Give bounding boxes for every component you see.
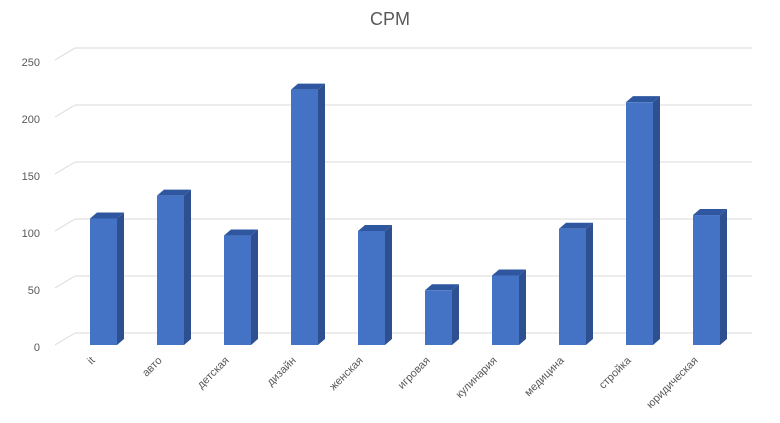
x-tick-label: кулинария: [454, 355, 500, 401]
bar-top: [291, 83, 325, 90]
grid-line-floor: [54, 275, 76, 289]
bar: [157, 195, 184, 345]
x-tick-label: дизайн: [265, 355, 299, 389]
bar-top: [559, 222, 593, 229]
bar-top: [626, 96, 660, 103]
bar-side: [452, 284, 459, 345]
bar: [224, 235, 251, 345]
y-tick-label: 250: [22, 57, 40, 69]
bar-top: [157, 189, 191, 196]
bar-side: [184, 189, 191, 345]
grid-line-floor: [54, 332, 76, 346]
bar-side: [251, 229, 258, 345]
bar: [559, 228, 586, 345]
bar: [693, 215, 720, 345]
x-tick-label: игровая: [396, 355, 433, 392]
bar-side: [117, 212, 124, 345]
bar: [626, 102, 653, 346]
grid-line-floor: [54, 47, 76, 61]
bar-top: [90, 212, 124, 219]
bar-top: [492, 269, 526, 276]
bar-top: [425, 284, 459, 291]
bar-side: [653, 96, 660, 346]
bar-side: [720, 209, 727, 345]
grid-line-floor: [54, 104, 76, 118]
bar-top: [358, 225, 392, 231]
bar-top: [224, 229, 258, 236]
chart-title: CPM: [370, 9, 410, 29]
grid-line-floor: [54, 161, 76, 175]
bar-side: [519, 269, 526, 345]
bar: [291, 89, 318, 345]
x-tick-label: юридическая: [644, 355, 700, 411]
bar-side: [385, 225, 392, 345]
bar: [492, 275, 519, 345]
bar: [425, 290, 452, 345]
bar-side: [586, 222, 593, 345]
x-tick-label: детская: [195, 355, 232, 392]
x-tick-label: авто: [140, 355, 165, 380]
bar-side: [318, 83, 325, 345]
y-tick-label: 100: [22, 228, 40, 240]
y-tick-label: 50: [28, 285, 40, 297]
x-tick-label: женская: [327, 355, 365, 393]
bar: [90, 218, 117, 345]
y-tick-label: 0: [34, 342, 40, 354]
y-tick-label: 150: [22, 171, 40, 183]
x-tick-label: стройка: [597, 354, 634, 391]
bar-top: [693, 209, 727, 216]
y-tick-label: 200: [22, 114, 40, 126]
x-tick-label: it: [85, 355, 97, 367]
bar: [358, 231, 385, 345]
x-tick-label: медицина: [522, 354, 567, 399]
grid-line-floor: [54, 218, 76, 232]
